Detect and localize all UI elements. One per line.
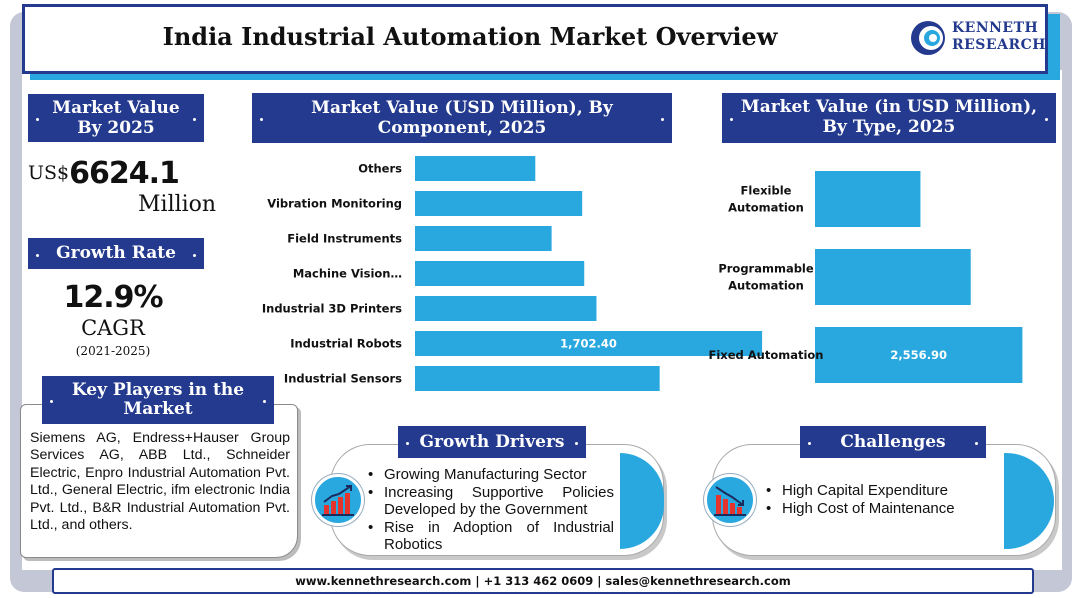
- list-item: Growing Manufacturing Sector: [368, 466, 614, 484]
- category-label: Industrial Sensors: [284, 372, 402, 386]
- category-label: Industrial Robots: [290, 337, 402, 351]
- market-value: US$6624.1: [28, 156, 228, 191]
- page-title: India Industrial Automation Market Overv…: [162, 22, 778, 51]
- logo-line1: KENNETH: [952, 20, 1039, 36]
- growth-rate-heading: Growth Rate: [28, 238, 204, 269]
- key-players-list: Siemens AG, Endress+Hauser Group Service…: [30, 430, 290, 534]
- list-item: High Cost of Maintenance: [766, 500, 1002, 518]
- list-item: Increasing Supportive Policies Developed…: [368, 484, 614, 519]
- type-chart-title-line2: By Type, 2025: [822, 117, 956, 137]
- bar: [415, 331, 763, 356]
- category-label: Industrial 3D Printers: [262, 302, 402, 316]
- bar: [815, 327, 1023, 383]
- component-chart-title-line2: Component, 2025: [377, 118, 547, 138]
- challenges-list: High Capital Expenditure High Cost of Ma…: [766, 482, 1002, 517]
- type-chart-title: Market Value (in USD Million), By Type, …: [722, 93, 1056, 143]
- bar: [815, 249, 971, 305]
- key-players-card: [20, 404, 298, 558]
- logo-line2: RESEARCH: [952, 37, 1046, 53]
- data-label: 1,702.40: [560, 337, 617, 351]
- bar: [415, 261, 585, 286]
- key-players-heading: Key Players in the Market: [42, 376, 274, 424]
- challenges-heading-text: Challenges: [840, 432, 946, 452]
- growth-rate-heading-text: Growth Rate: [56, 243, 176, 263]
- type-chart-title-line1: Market Value (in USD Million),: [740, 97, 1038, 117]
- category-label: Automation: [728, 279, 804, 293]
- logo: KENNETH RESEARCH: [910, 14, 1050, 64]
- category-label: Field Instruments: [287, 232, 402, 246]
- category-label: Flexible: [741, 184, 792, 198]
- chart-down-icon-circle: [704, 474, 756, 526]
- market-value-heading-line2: By 2025: [77, 118, 155, 138]
- market-value-heading: Market Value By 2025: [28, 94, 204, 142]
- chart-up-icon-circle: [312, 474, 364, 526]
- data-label: 2,556.90: [890, 348, 947, 362]
- market-value-heading-line1: Market Value: [52, 98, 180, 118]
- category-label: Fixed Automation: [708, 348, 823, 362]
- growth-drivers-list: Growing Manufacturing Sector Increasing …: [368, 466, 614, 554]
- title-box: [22, 4, 1048, 74]
- key-players-heading-line2: Market: [123, 399, 193, 419]
- category-label: Others: [358, 162, 402, 176]
- bar: [415, 226, 552, 251]
- kenneth-logo-icon: [911, 21, 945, 55]
- market-value-unit: Million: [138, 192, 217, 217]
- chart-up-icon: [322, 485, 354, 516]
- bar: [415, 366, 660, 391]
- category-label: Machine Vision…: [293, 267, 402, 281]
- market-value-number: 6624.1: [69, 156, 180, 191]
- growth-drivers-heading: Growth Drivers: [398, 426, 586, 458]
- component-chart-title: Market Value (USD Million), By Component…: [252, 93, 672, 143]
- bar: [815, 171, 921, 227]
- growth-rate-value: 12.9%: [63, 280, 163, 315]
- key-players-heading-line1: Key Players in the: [71, 380, 245, 400]
- category-label: Programmable: [718, 262, 814, 276]
- cagr-period: (2021-2025): [75, 344, 151, 358]
- bar: [415, 156, 536, 181]
- cagr-label: CAGR: [81, 316, 145, 340]
- bar: [415, 191, 583, 216]
- list-item: High Capital Expenditure: [766, 482, 1002, 500]
- chart-down-icon: [714, 486, 746, 516]
- category-label: Vibration Monitoring: [267, 197, 402, 211]
- currency-label: US$: [28, 162, 70, 184]
- challenges-heading: Challenges: [800, 426, 986, 458]
- list-item: Rise in Adoption of Industrial Robotics: [368, 519, 614, 554]
- category-label: Automation: [728, 201, 804, 215]
- growth-drivers-heading-text: Growth Drivers: [419, 432, 565, 452]
- footer-contact: www.kennethresearch.com | +1 313 462 060…: [52, 568, 1034, 594]
- component-chart-title-line1: Market Value (USD Million), By: [311, 98, 613, 118]
- bar: [415, 296, 597, 321]
